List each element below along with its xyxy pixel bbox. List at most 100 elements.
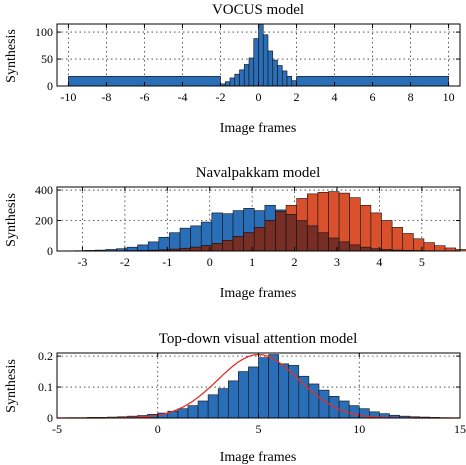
histogram-bar (281, 70, 288, 87)
histogram-bar (238, 371, 249, 419)
histogram-bar (381, 220, 393, 252)
overlap-bar (200, 245, 213, 252)
y-tick-label: 0.2 (38, 349, 53, 363)
x-tick-label: 1 (249, 255, 255, 269)
histogram-bar (278, 363, 290, 419)
x-tick-label: 5 (256, 422, 262, 436)
x-axis-label: Image frames (220, 450, 297, 465)
x-tick-label: -2 (120, 255, 130, 269)
overlap-bar (306, 225, 319, 252)
overlap-bar (243, 232, 255, 252)
x-axis-label: Image frames (220, 286, 297, 301)
x-tick-label: 10 (353, 422, 365, 436)
x-tick-label: 0 (207, 255, 213, 269)
overlap-bar (317, 232, 329, 252)
histogram-bar (253, 38, 259, 87)
x-tick-label: 4 (376, 255, 382, 269)
x-tick-label: -1 (162, 255, 172, 269)
x-tick-label: 5 (419, 255, 425, 269)
histogram-bar (197, 400, 209, 419)
overlap-bar (360, 246, 372, 252)
histogram-bar (248, 366, 259, 419)
x-tick-label: -5 (52, 422, 62, 436)
x-tick-label: 2 (292, 255, 298, 269)
panel-title: Top-down visual attention model (159, 331, 358, 347)
histogram-bar (258, 23, 264, 87)
histogram-bar (137, 244, 149, 252)
histogram-bar (291, 80, 297, 87)
overlap-bar (211, 243, 223, 252)
histogram-bar (286, 75, 293, 87)
histogram-bar (258, 357, 269, 419)
histogram-bar (370, 212, 382, 252)
histogram-bar (217, 388, 229, 419)
histogram-bar (224, 81, 231, 87)
overlap-bar (264, 220, 276, 252)
histogram-bar (262, 34, 269, 87)
overlap-bar (328, 237, 340, 252)
panel-title: VOCUS model (212, 2, 304, 18)
overlap-bar (285, 214, 297, 252)
panel-vocus: VOCUS model Image frames Synthesis -10 -8… (4, 2, 461, 136)
histogram-bar (434, 245, 446, 252)
histogram-bar (234, 73, 240, 87)
histogram-bar (288, 365, 300, 419)
y-tick-label: 400 (35, 183, 53, 197)
histogram-bar (348, 405, 360, 419)
histogram-bar (243, 64, 250, 87)
y-tick-label: 0 (47, 411, 53, 425)
overlap-bar (190, 246, 202, 252)
histogram-bar (349, 197, 361, 252)
histogram-bar (402, 233, 414, 252)
histogram-bar (360, 204, 372, 252)
x-tick-label: 4 (332, 90, 338, 104)
histogram-bar (248, 57, 255, 87)
histogram-bar (308, 383, 320, 419)
histogram-bar (207, 394, 219, 419)
y-axis-label: Synthesis (4, 193, 19, 247)
overlap-bar (232, 236, 244, 252)
panel-title: Navalpakkam model (196, 165, 321, 181)
x-tick-label: 3 (334, 255, 340, 269)
histogram-bar (169, 232, 181, 252)
axes-frame (56, 186, 461, 252)
histogram-bar (298, 375, 310, 419)
y-tick-label: 0 (47, 244, 53, 258)
histogram-bar (277, 65, 283, 87)
histogram-bar (147, 241, 160, 252)
histogram-bar (268, 354, 279, 419)
y-tick-label: 100 (35, 25, 53, 39)
histogram-bar (177, 408, 189, 419)
x-tick-label: 15 (454, 422, 466, 436)
histogram-bar (423, 242, 435, 252)
histogram-bar (179, 227, 191, 252)
y-axis-label: Synthesis (4, 29, 19, 83)
y-tick-label: 200 (35, 214, 53, 228)
x-tick-label: 2 (294, 90, 300, 104)
histogram-bar (227, 380, 239, 419)
y-tick-label: 0 (47, 79, 53, 93)
y-tick-label: 0.1 (38, 380, 53, 394)
histogram-bar (455, 249, 466, 252)
panel-navalpakkam: Navalpakkam model Image frames Synthesis… (4, 165, 466, 301)
overlap-bar (349, 244, 361, 252)
x-axis-label: Image frames (220, 121, 297, 136)
histogram-bar (272, 59, 278, 87)
x-tick-label: -6 (139, 90, 149, 104)
histogram-bar (239, 69, 245, 87)
panel-top-down: Top-down visual attention model Image fr… (4, 331, 466, 465)
overlap-bar (222, 240, 234, 252)
histogram-bar (187, 405, 199, 419)
x-tick-label: 0 (256, 90, 262, 104)
overlap-bar (253, 227, 266, 252)
overlap-bar (275, 211, 287, 252)
x-tick-label: -3 (77, 255, 87, 269)
x-tick-label: -10 (60, 90, 76, 104)
x-tick-label: 6 (370, 90, 376, 104)
overlap-bar (296, 220, 308, 252)
x-tick-label: -4 (177, 90, 187, 104)
x-tick-label: 10 (443, 90, 455, 104)
x-tick-label: -8 (101, 90, 111, 104)
overlap-bar (338, 241, 351, 252)
